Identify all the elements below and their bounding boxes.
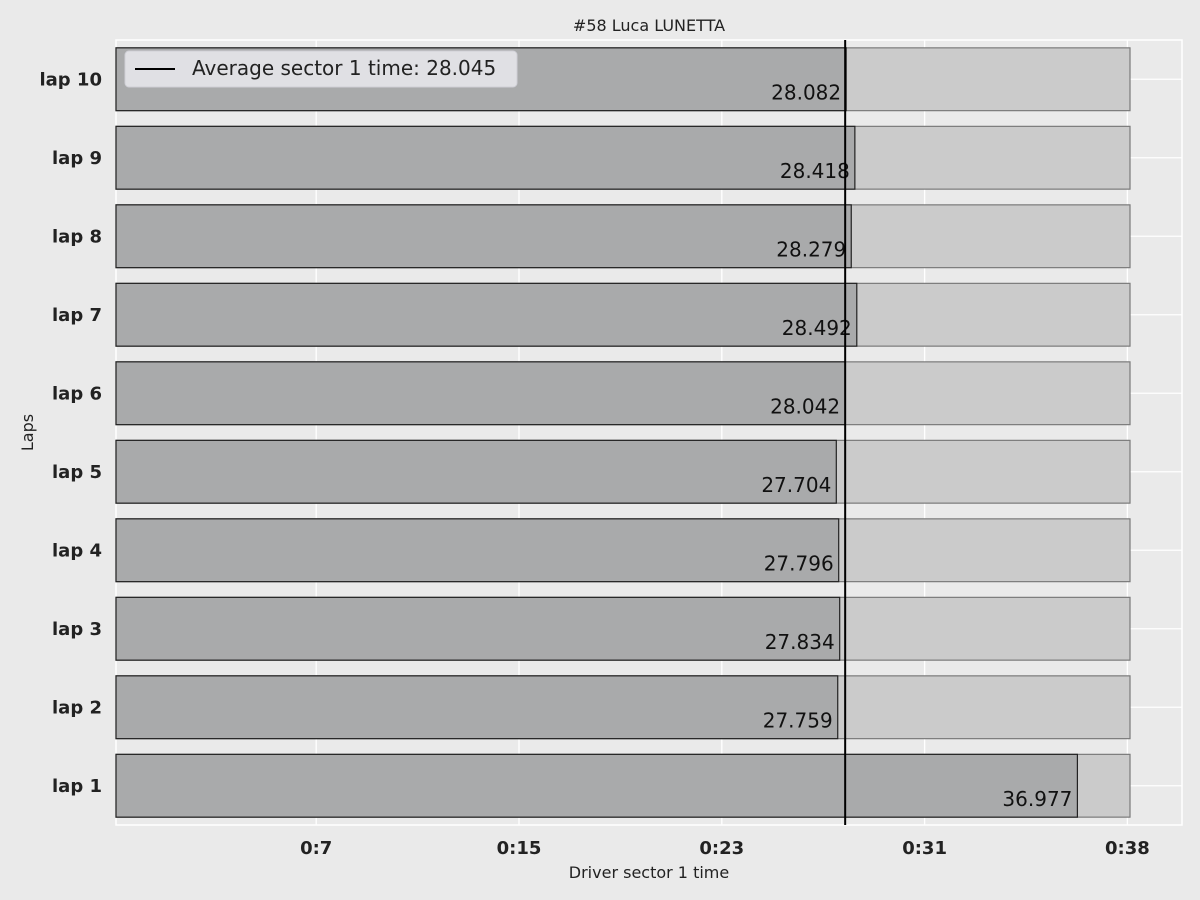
x-tick-labels: 0:7 0:15 0:23 0:31 0:38: [300, 838, 1150, 859]
sector-time-bar: [115, 439, 837, 504]
sector-time-bar: [115, 596, 841, 661]
sector-time-bar: [115, 361, 846, 426]
y-tick-label: lap 4: [52, 540, 102, 561]
data-label: 28.082: [771, 80, 841, 104]
y-tick-label: lap 1: [52, 776, 102, 797]
x-tick-label: 0:38: [1105, 838, 1150, 859]
legend-box: [124, 50, 518, 88]
legend-label: Average sector 1 time: 28.045: [192, 56, 496, 80]
x-tick-label: 0:23: [699, 838, 744, 859]
sector-time-bar: [115, 125, 856, 190]
data-label: 27.834: [765, 630, 835, 654]
sector-time-bar: [115, 518, 840, 583]
data-label: 27.796: [764, 551, 834, 575]
data-label: 36.977: [1002, 787, 1072, 811]
y-tick-label: lap 3: [52, 619, 102, 640]
y-tick-label: lap 6: [52, 383, 102, 404]
legend: Average sector 1 time: 28.045: [124, 50, 518, 88]
sector-time-bar: [115, 753, 1079, 818]
x-tick-label: 0:15: [497, 838, 542, 859]
chart-title: #58 Luca LUNETTA: [573, 16, 725, 35]
x-tick-label: 0:31: [902, 838, 947, 859]
data-label: 28.418: [780, 159, 850, 183]
y-tick-label: lap 5: [52, 462, 102, 483]
y-tick-labels: lap 1 lap 2 lap 3 lap 4 lap 5 lap 6 lap 7 lap 8…: [39, 69, 102, 797]
data-label: 27.759: [763, 708, 833, 732]
y-tick-label: lap 2: [52, 697, 102, 718]
data-label: 27.704: [761, 473, 831, 497]
sector-time-bar: [115, 282, 858, 347]
y-tick-label: lap 9: [52, 148, 102, 169]
y-tick-label: lap 10: [39, 69, 102, 90]
data-label: 28.492: [782, 316, 852, 340]
x-axis-label: Driver sector 1 time: [569, 863, 729, 882]
data-labels: 36.977 27.759 27.834 27.796 27.704 28.042 28.4…: [761, 80, 1072, 811]
data-label: 28.042: [770, 394, 840, 418]
sector-time-bar: [115, 204, 852, 269]
sector-time-bar: [115, 675, 839, 740]
x-tick-label: 0:7: [300, 838, 332, 859]
y-axis-label: Laps: [18, 414, 37, 451]
data-label: 28.279: [776, 237, 846, 261]
y-tick-label: lap 7: [52, 305, 102, 326]
y-tick-label: lap 8: [52, 226, 102, 247]
